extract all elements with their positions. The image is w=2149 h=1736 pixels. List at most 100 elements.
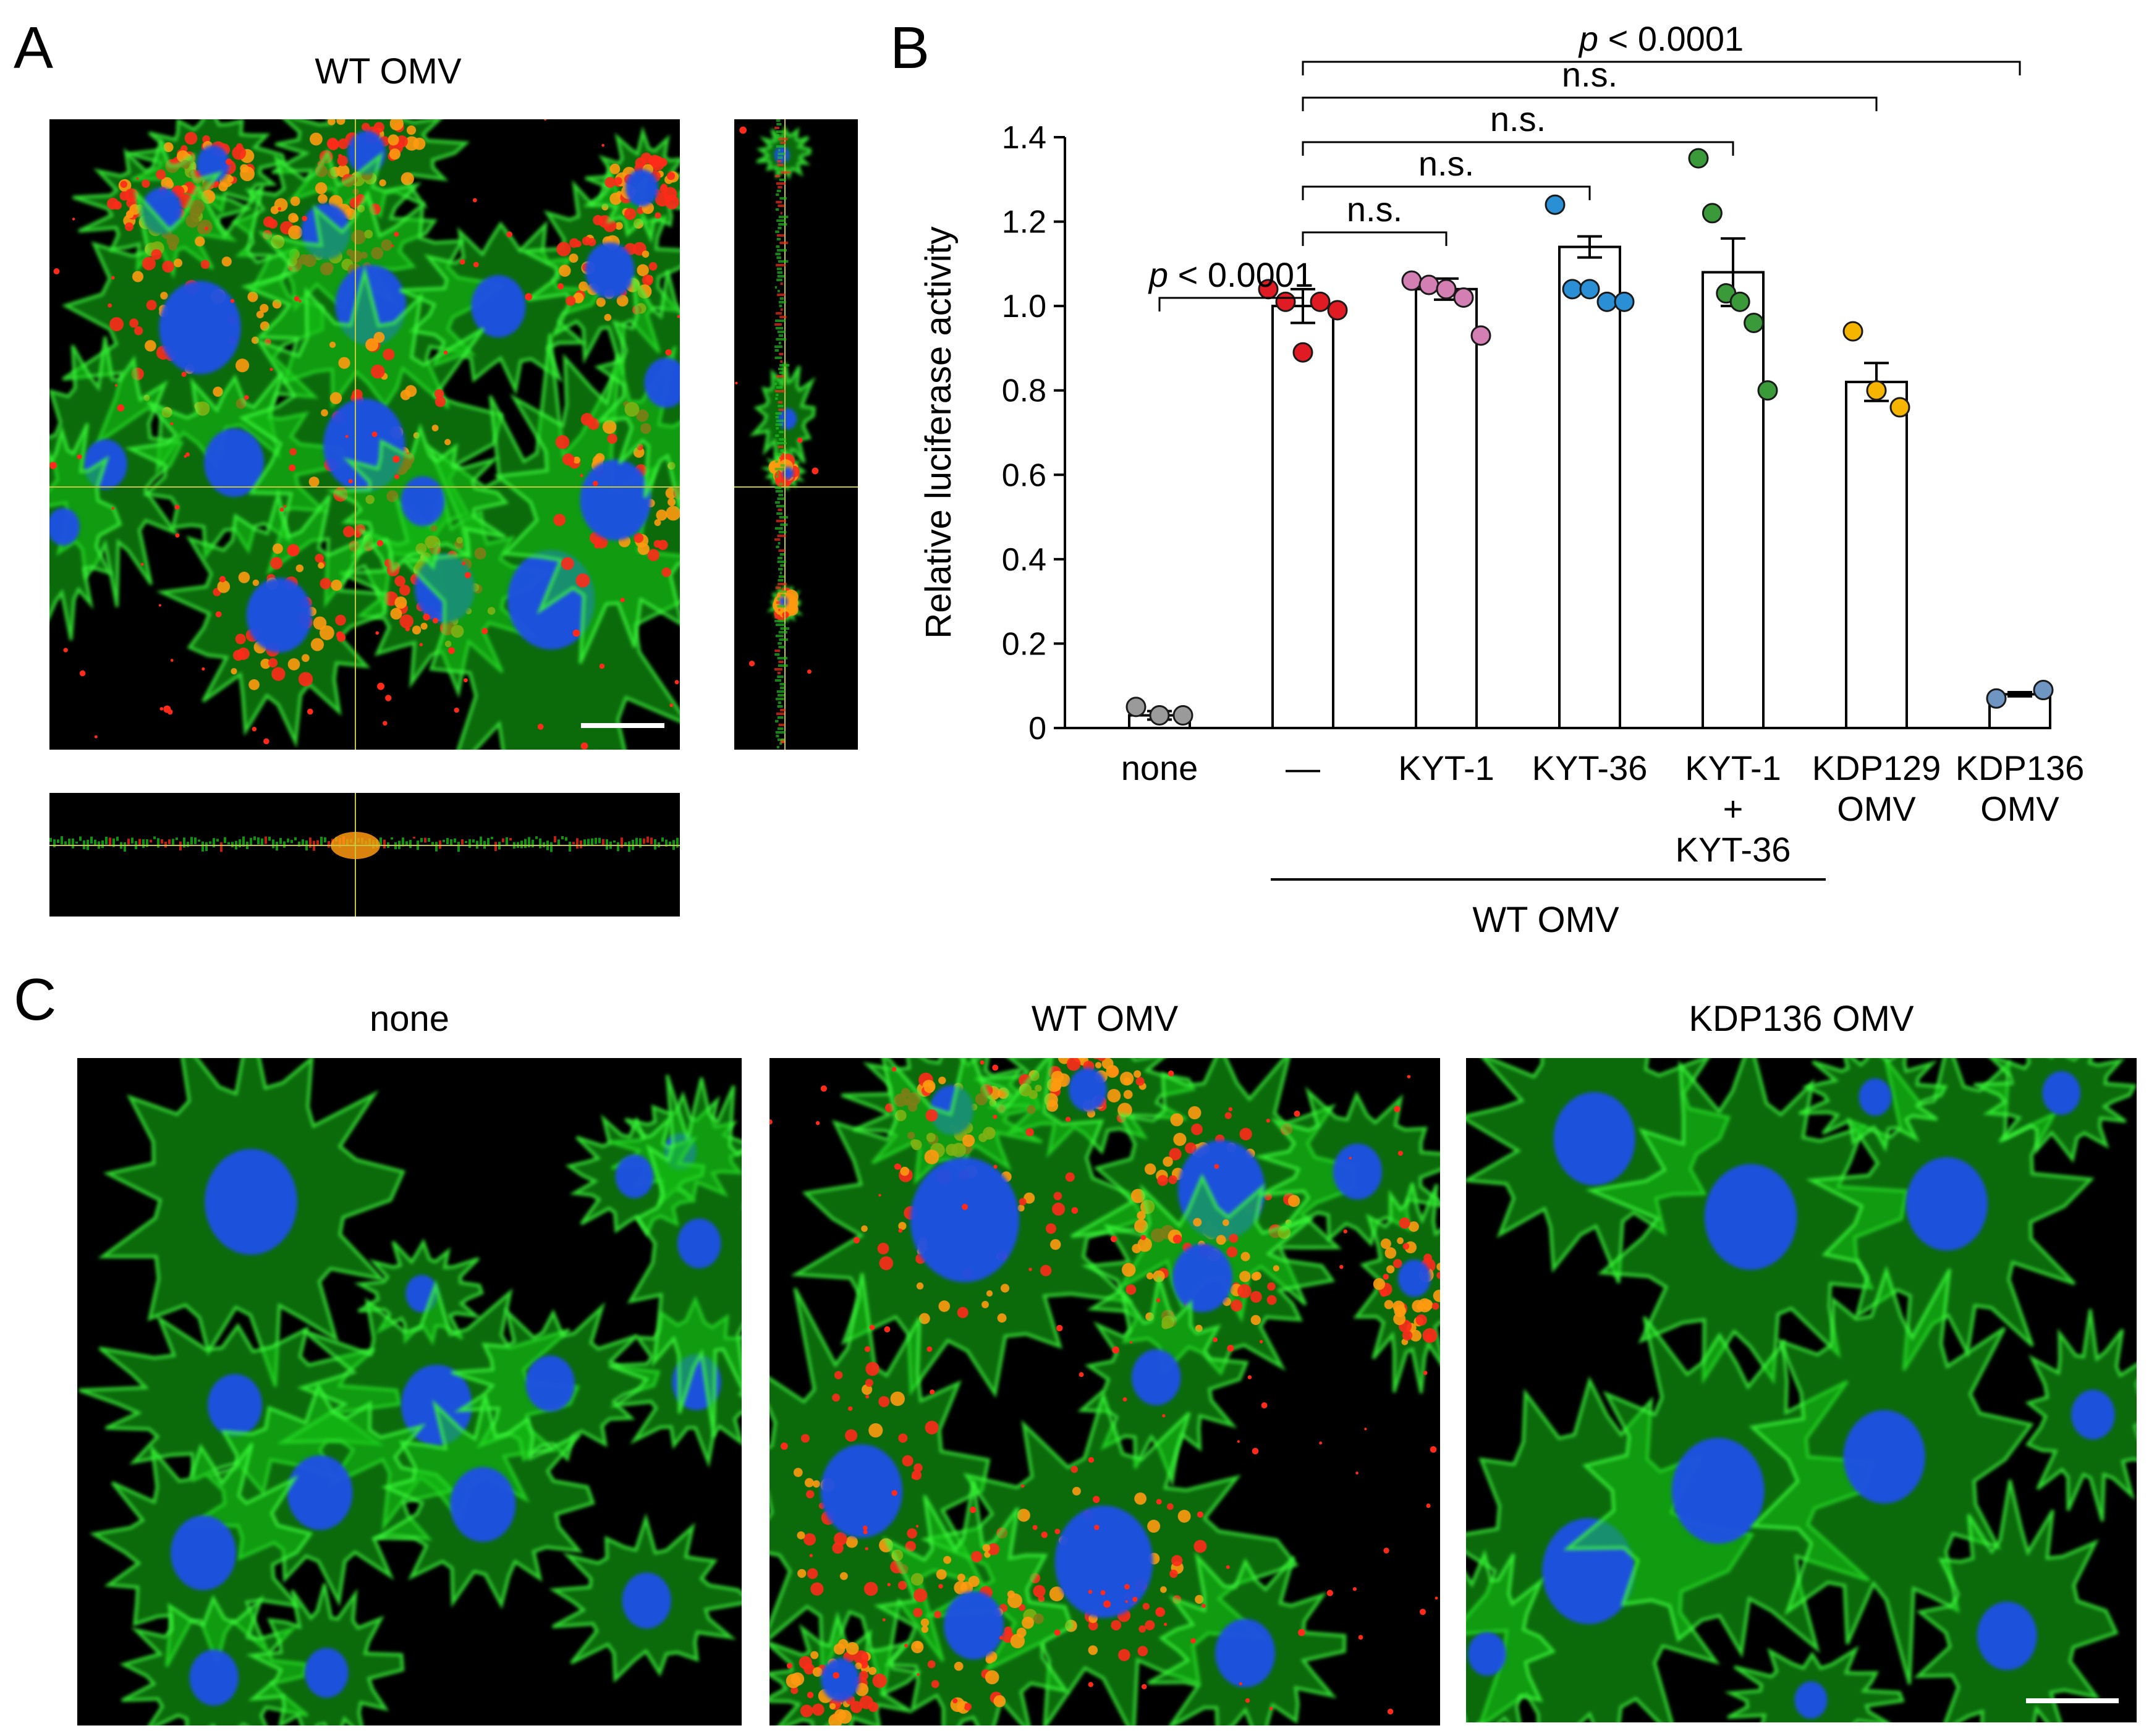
omv-signal [109, 317, 124, 332]
omv-speck [898, 1229, 903, 1233]
omv-speck [1094, 1525, 1100, 1530]
omv-speck [865, 1394, 870, 1399]
omv-signal [553, 514, 566, 527]
omv-signal [797, 1569, 807, 1578]
panel-c-none-title: none [369, 999, 450, 1039]
z-section-signal [777, 705, 783, 708]
omv-signal [1123, 1090, 1133, 1099]
omv-signal [812, 1480, 820, 1488]
z-section-signal [776, 238, 781, 240]
bar [1988, 693, 2051, 730]
omv-speck [1383, 1548, 1389, 1554]
z-section-signal [424, 837, 426, 843]
omv-signal [850, 1701, 863, 1713]
omv-speck [884, 1326, 891, 1332]
cell-nucleus [1397, 1260, 1431, 1297]
z-section-signal [213, 838, 215, 848]
bar [1845, 381, 1908, 729]
omv-signal [1025, 1128, 1034, 1137]
z-section-signal [168, 839, 171, 844]
omv-signal [1053, 1192, 1062, 1201]
omv-speck [170, 422, 174, 426]
omv-speck [544, 119, 547, 121]
z-section-signal [539, 838, 541, 849]
z-section-signal [220, 842, 223, 852]
omv-speck [1156, 1298, 1161, 1303]
z-section-signal [778, 446, 784, 448]
z-section-signal [776, 193, 779, 196]
omv-signal [807, 1568, 818, 1579]
z-section-signal [774, 650, 781, 652]
z-section-signal [624, 842, 627, 845]
omv-signal [1019, 1198, 1027, 1206]
x-tick-label: KYT-36 [1676, 830, 1791, 869]
z-section-signal [576, 838, 579, 849]
omv-signal [791, 1687, 799, 1695]
omv-signal [320, 578, 331, 590]
z-section-signal [201, 841, 204, 852]
omv-signal [238, 572, 250, 583]
omv-speck [1426, 1503, 1431, 1508]
omv-speck [1213, 1337, 1218, 1342]
z-section-signal [779, 687, 785, 689]
omv-signal [370, 364, 385, 379]
omv-signal [1107, 1088, 1121, 1103]
omv-speck [111, 276, 115, 280]
omv-speck [53, 268, 60, 274]
z-section-signal [778, 216, 789, 218]
group-bracket-label: WT OMV [1472, 900, 1619, 940]
omv-signal [957, 1306, 969, 1318]
omv-signal [1138, 1625, 1147, 1633]
omv-signal [113, 201, 122, 210]
omv-signal [1088, 1645, 1098, 1655]
omv-signal [235, 143, 244, 151]
omv-speck [1088, 1682, 1093, 1687]
omv-signal [923, 1082, 935, 1093]
omv-speck [464, 572, 471, 578]
z-section-signal [776, 505, 785, 507]
omv-signal [918, 1313, 930, 1324]
cell-nucleus [2042, 1071, 2081, 1115]
z-section-signal [774, 383, 777, 385]
x-tick-label: none [1121, 748, 1198, 787]
z-section-signal [777, 557, 783, 559]
omv-signal [859, 1695, 873, 1709]
omv-speck [993, 1164, 998, 1169]
z-section-signal [780, 212, 782, 214]
x-tick-label: OMV [1980, 789, 2059, 828]
omv-signal [1273, 1265, 1279, 1272]
z-section-signal [239, 839, 241, 848]
z-section-signal [774, 167, 784, 170]
z-section-signal [776, 420, 784, 422]
z-section-signal [205, 842, 208, 852]
z-section-signal [777, 331, 786, 333]
z-section-signal [224, 837, 226, 844]
omv-signal [232, 146, 247, 160]
omv-speck [1110, 1235, 1117, 1242]
omv-speck [108, 303, 112, 308]
z-section-signal [172, 839, 174, 845]
z-section-signal [774, 286, 777, 289]
omv-speck [63, 648, 68, 653]
omv-signal [905, 1541, 917, 1552]
omv-signal [1195, 1594, 1204, 1604]
omv-signal [1125, 1284, 1137, 1295]
omv-signal [221, 256, 232, 267]
omv-speck [677, 315, 680, 318]
omv-speck [1112, 1346, 1119, 1354]
omv-signal [1169, 1569, 1178, 1578]
data-point [1418, 274, 1439, 295]
z-section-signal [776, 264, 786, 266]
omv-signal [365, 119, 369, 120]
omv-signal [235, 633, 246, 645]
omv-signal [217, 580, 231, 593]
omv-speck [201, 667, 205, 671]
omv-speck [580, 742, 588, 750]
z-section-signal [532, 839, 534, 848]
omv-signal [900, 1166, 910, 1176]
omv-speck [1163, 1622, 1168, 1626]
omv-signal [997, 1313, 1007, 1323]
omv-signal [383, 349, 395, 361]
omv-signal [406, 125, 417, 135]
cell-nucleus [644, 358, 680, 408]
